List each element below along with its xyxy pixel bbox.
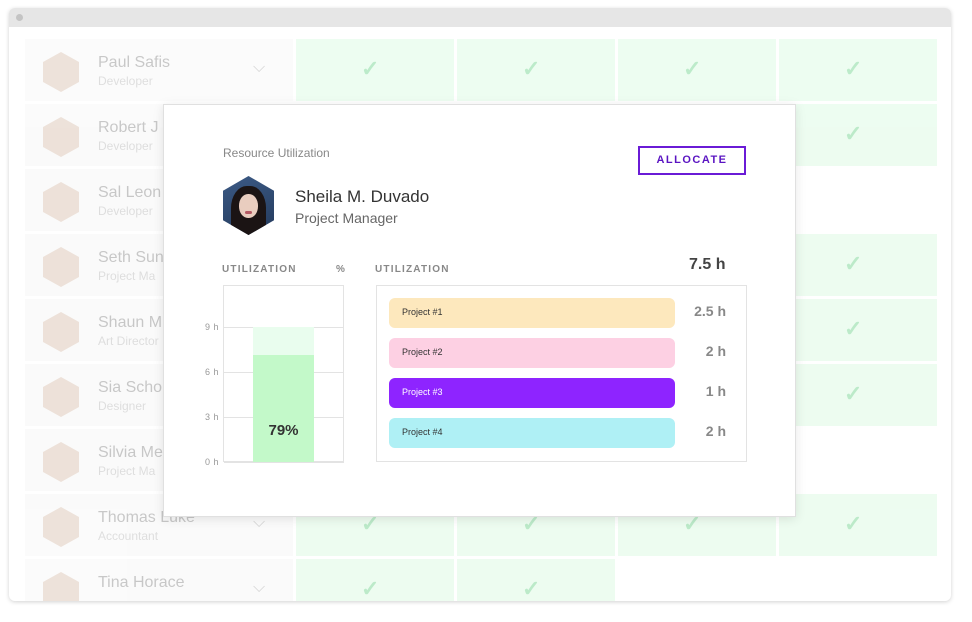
allocation-cell[interactable]: ✓ — [779, 299, 937, 361]
project-bar[interactable]: Project #4 — [389, 418, 675, 448]
project-bar[interactable]: Project #2 — [389, 338, 675, 368]
project-bar[interactable]: Project #1 — [389, 298, 675, 328]
allocation-cell[interactable]: ✓ — [779, 104, 937, 166]
resource-role: Developer — [98, 74, 153, 88]
table-row: Paul Safis Developer ⌵ ✓ ✓ ✓ ✓ — [9, 39, 951, 104]
allocation-cell[interactable]: ✓ — [457, 559, 615, 601]
resource-role: Designer — [98, 399, 147, 413]
percent-label: % — [336, 264, 345, 275]
chevron-down-icon[interactable]: ⌵ — [253, 579, 266, 596]
utilization-label-left: UTILIZATION — [222, 264, 297, 275]
chevron-down-icon[interactable]: ⌵ — [253, 514, 266, 531]
resource-role: Project Ma — [98, 269, 156, 283]
allocation-cell[interactable]: ✓ — [779, 364, 937, 426]
dialog-title: Resource Utilization — [223, 146, 330, 160]
allocation-cell[interactable]: ✓ — [779, 234, 937, 296]
resource-name: Sia Scho — [98, 379, 163, 396]
y-tick-label: 0 h — [204, 457, 219, 467]
project-hours: 2 h — [705, 343, 726, 359]
allocation-cell[interactable]: ✓ — [296, 39, 454, 101]
resource-role: Developer — [98, 204, 153, 218]
window-control-dot[interactable] — [16, 14, 23, 21]
allocation-cell[interactable]: ✓ — [779, 494, 937, 556]
utilization-label-right: UTILIZATION — [375, 264, 450, 275]
table-row: Tina Horace ⌵ ✓ ✓ — [9, 559, 951, 601]
resource-role: Art Director — [98, 334, 159, 348]
resource-name: Silvia Me — [98, 444, 163, 461]
check-icon: ✓ — [844, 56, 863, 81]
y-tick-label: 6 h — [204, 367, 219, 377]
check-icon: ✓ — [683, 511, 702, 536]
project-hours: 2 h — [705, 423, 726, 439]
total-hours: 7.5 h — [689, 256, 726, 273]
chart-gridline — [224, 462, 344, 463]
check-icon: ✓ — [683, 56, 702, 81]
resource-cell — [25, 559, 293, 601]
resource-name: Seth Sun — [98, 249, 164, 266]
allocation-cell[interactable]: ✓ — [457, 39, 615, 101]
resource-name: Sal Leon — [98, 184, 162, 201]
check-icon: ✓ — [522, 56, 541, 81]
avatar — [43, 182, 79, 222]
project-hours: 1 h — [705, 383, 726, 399]
resource-name: Paul Safis — [98, 54, 171, 71]
check-icon: ✓ — [361, 511, 380, 536]
check-icon: ✓ — [844, 121, 863, 146]
check-icon: ✓ — [844, 381, 863, 406]
person-role: Project Manager — [295, 210, 398, 226]
person-name: Sheila M. Duvado — [295, 187, 430, 206]
allocate-button[interactable]: ALLOCATE — [638, 146, 746, 175]
window-titlebar — [9, 8, 951, 27]
allocation-cell[interactable]: ✓ — [618, 39, 776, 101]
resource-cell — [25, 39, 293, 101]
project-bar[interactable]: Project #3 — [389, 378, 675, 408]
check-icon: ✓ — [361, 56, 380, 81]
y-tick-label: 3 h — [204, 412, 219, 422]
check-icon: ✓ — [844, 511, 863, 536]
utilization-bar — [253, 355, 314, 462]
resource-name: Shaun M — [98, 314, 163, 331]
project-hours: 2.5 h — [694, 303, 726, 319]
project-label: Project #3 — [402, 387, 443, 397]
resource-role: Developer — [98, 139, 153, 153]
resource-role: Accountant — [98, 529, 159, 543]
chevron-down-icon[interactable]: ⌵ — [253, 59, 266, 76]
check-icon: ✓ — [844, 251, 863, 276]
avatar — [43, 507, 79, 547]
check-icon: ✓ — [522, 511, 541, 536]
check-icon: ✓ — [361, 576, 380, 601]
resource-name: Tina Horace — [98, 574, 185, 591]
avatar — [223, 176, 274, 235]
project-label: Project #4 — [402, 427, 443, 437]
resource-name: Robert J — [98, 119, 159, 136]
check-icon: ✓ — [844, 316, 863, 341]
projects-frame — [376, 285, 747, 462]
check-icon: ✓ — [522, 576, 541, 601]
project-label: Project #1 — [402, 307, 443, 317]
utilization-percent: 79% — [268, 422, 299, 439]
allocation-cell[interactable]: ✓ — [296, 559, 454, 601]
allocation-cell[interactable]: ✓ — [779, 39, 937, 101]
y-tick-label: 9 h — [204, 322, 219, 332]
project-label: Project #2 — [402, 347, 443, 357]
resource-role: Project Ma — [98, 464, 156, 478]
resource-utilization-dialog: Resource Utilization ALLOCATE Sheila M. … — [163, 104, 796, 517]
